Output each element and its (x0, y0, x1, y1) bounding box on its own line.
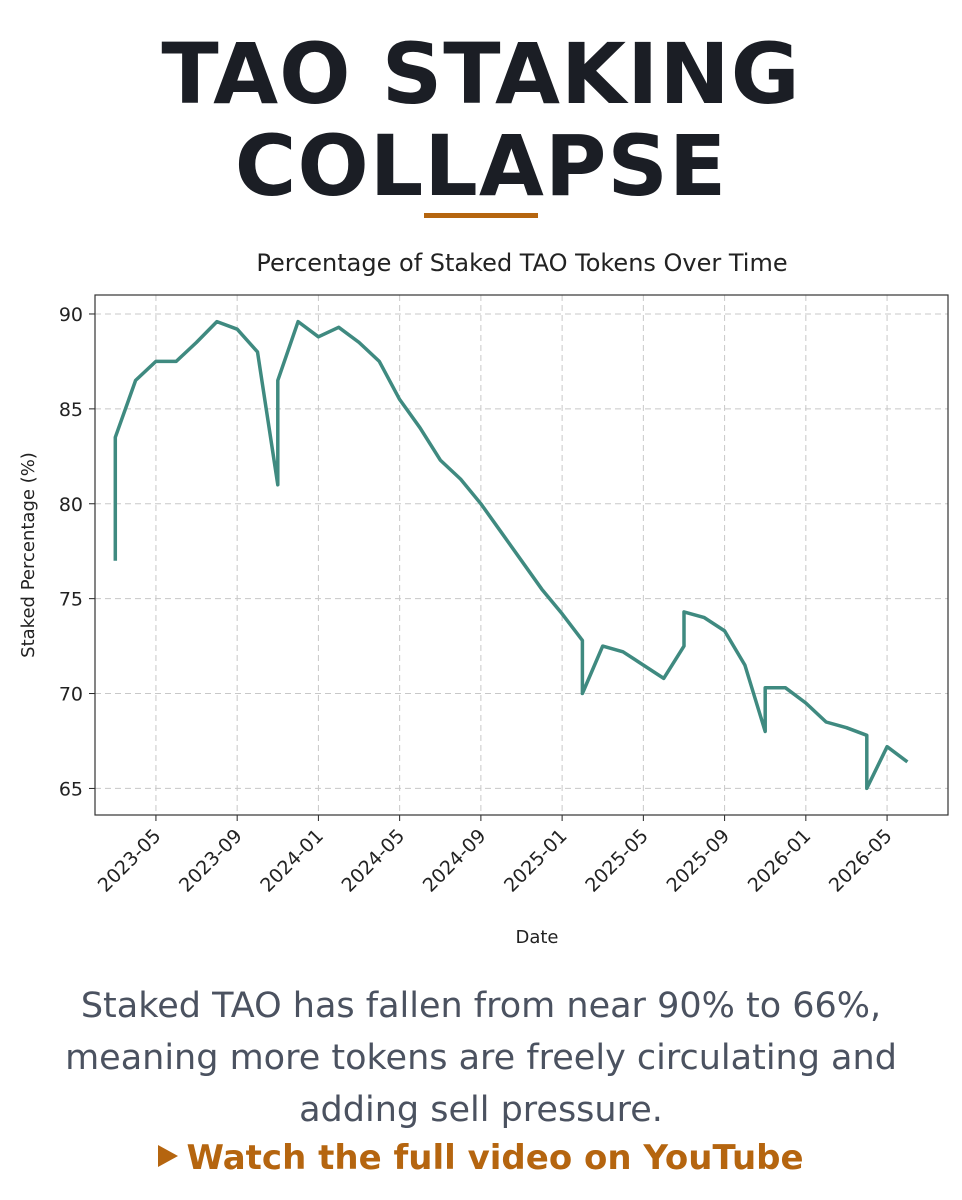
y-tick-label: 85 (59, 399, 83, 421)
y-axis-label: Staked Percentage (%) (18, 452, 39, 658)
y-tick-label: 80 (59, 494, 83, 516)
x-tick-label: 2023-09 (175, 825, 247, 897)
x-tick-label: 2024-09 (419, 825, 491, 897)
x-tick-label: 2026-01 (744, 825, 816, 897)
cta-link[interactable]: Watch the full video on YouTube (0, 1138, 962, 1178)
y-tick-label: 65 (59, 778, 83, 800)
y-tick-label: 90 (59, 304, 83, 326)
x-axis-label: Date (515, 927, 558, 948)
headline: TAO STAKING COLLAPSE (161, 25, 801, 215)
y-tick-label: 70 (59, 684, 83, 706)
x-tick-label: 2024-05 (337, 825, 409, 897)
x-tick-label: 2025-05 (581, 825, 653, 897)
x-tick-label: 2025-09 (662, 825, 734, 897)
y-tick-label: 75 (59, 589, 83, 611)
x-tick-label: 2026-05 (825, 825, 897, 897)
chart: Percentage of Staked TAO Tokens Over Tim… (18, 249, 949, 948)
x-tick-label: 2024-01 (256, 825, 328, 897)
x-tick-label: 2025-01 (500, 825, 572, 897)
play-icon (158, 1145, 179, 1167)
chart-title: Percentage of Staked TAO Tokens Over Tim… (256, 249, 787, 277)
data-line (113, 319, 909, 791)
caption: Staked TAO has fallen from near 90% to 6… (65, 986, 897, 1130)
cta-text[interactable]: Watch the full video on YouTube (186, 1138, 804, 1178)
accent-bar (424, 213, 538, 218)
plot-frame (94, 294, 949, 816)
x-tick-label: 2023-05 (94, 825, 166, 897)
